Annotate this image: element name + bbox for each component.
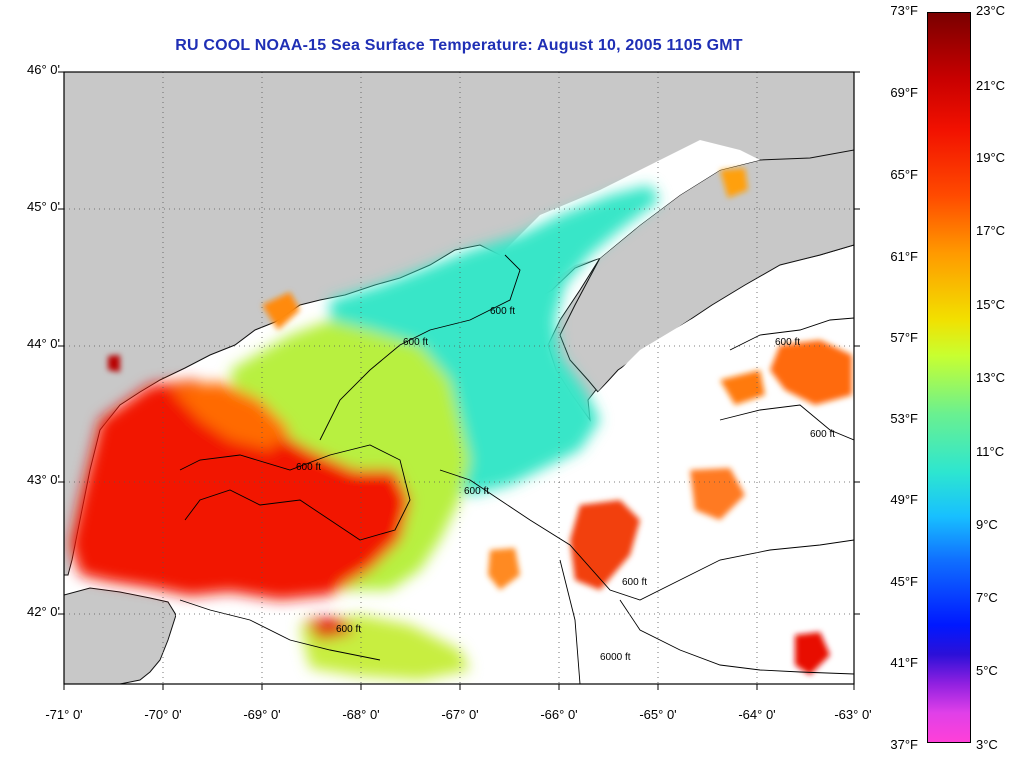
colorbar-f-label: 57°F [890,330,918,345]
sst-east-warm-3 [690,468,745,520]
sst-east-warm-5 [488,548,520,590]
sst-east-warm-1 [770,340,852,405]
lat-label-43: 43° 0' [27,472,60,487]
contour-label-600ft: 600 ft [296,462,321,473]
contour-label-600ft: 600 ft [336,624,361,635]
lat-label-45: 45° 0' [27,199,60,214]
colorbar-f-label: 37°F [890,737,918,752]
lon-label-67: -67° 0' [441,707,479,722]
colorbar-f-label: 53°F [890,411,918,426]
colorbar-c-label: 13°C [976,370,1006,385]
sst-warm-field [70,380,410,600]
colorbar-f-label: 69°F [890,85,918,100]
lon-label-70: -70° 0' [144,707,182,722]
lon-label-66: -66° 0' [540,707,578,722]
bathymetry-contours [179,254,854,684]
colorbar-c-label: 15°C [976,297,1006,312]
colorbar-c-label: 23°C [976,3,1006,18]
map-title: RU COOL NOAA-15 Sea Surface Temperature:… [175,37,743,54]
lat-label-42: 42° 0' [27,604,60,619]
lat-label-44: 44° 0' [27,336,60,351]
sst-south-red [305,618,355,640]
lat-label-46: 46° 0' [27,62,60,77]
graticule [64,72,854,684]
colorbar-c-label: 21°C [976,78,1006,93]
colorbar-f-label: 45°F [890,574,918,589]
colorbar-c-label: 9°C [976,517,998,532]
cape-cod [64,587,177,684]
sst-east-warm-6 [720,370,765,405]
colorbar-c-label: 3°C [976,737,998,752]
colorbar-c-label: 17°C [976,223,1006,238]
lon-label-71: -71° 0' [45,707,83,722]
lon-label-63: -63° 0' [834,707,872,722]
sst-bay-warm [720,168,748,198]
colorbar-f-label: 49°F [890,492,918,507]
sst-orange-band [170,382,290,450]
colorbar-c-label: 7°C [976,590,998,605]
sst-east-warm-2 [570,500,640,590]
colorbar-f-label: 73°F [890,3,918,18]
lon-label-64: -64° 0' [738,707,776,722]
plot-frame [63,71,855,685]
colorbar-c-label: 19°C [976,150,1006,165]
lon-label-65: -65° 0' [639,707,677,722]
sst-isolated-red [108,355,120,372]
colorbar-c-label: 11°C [976,444,1005,459]
contour-label-600ft: 600 ft [403,337,428,348]
contour-label-600ft: 600 ft [622,577,647,588]
contour-label-600ft: 600 ft [490,306,515,317]
contour-label-6000ft: 6000 ft [600,652,631,663]
lon-label-69: -69° 0' [243,707,281,722]
temperature-colorbar [927,12,971,743]
contour-labels: 600 ft 600 ft 600 ft 600 ft 600 ft 600 f… [296,306,835,663]
sst-east-warm-4 [795,632,830,675]
colorbar-c-label: 5°C [976,663,998,678]
colorbar-f-label: 65°F [890,167,918,182]
colorbar-f-label: 61°F [890,249,918,264]
lon-label-68: -68° 0' [342,707,380,722]
contour-label-600ft: 600 ft [810,429,835,440]
colorbar-f-label: 41°F [890,655,918,670]
contour-label-600ft: 600 ft [775,337,800,348]
axis-ticks [58,71,860,690]
contour-label-600ft: 600 ft [464,486,489,497]
sst-coast-warm [262,292,300,330]
